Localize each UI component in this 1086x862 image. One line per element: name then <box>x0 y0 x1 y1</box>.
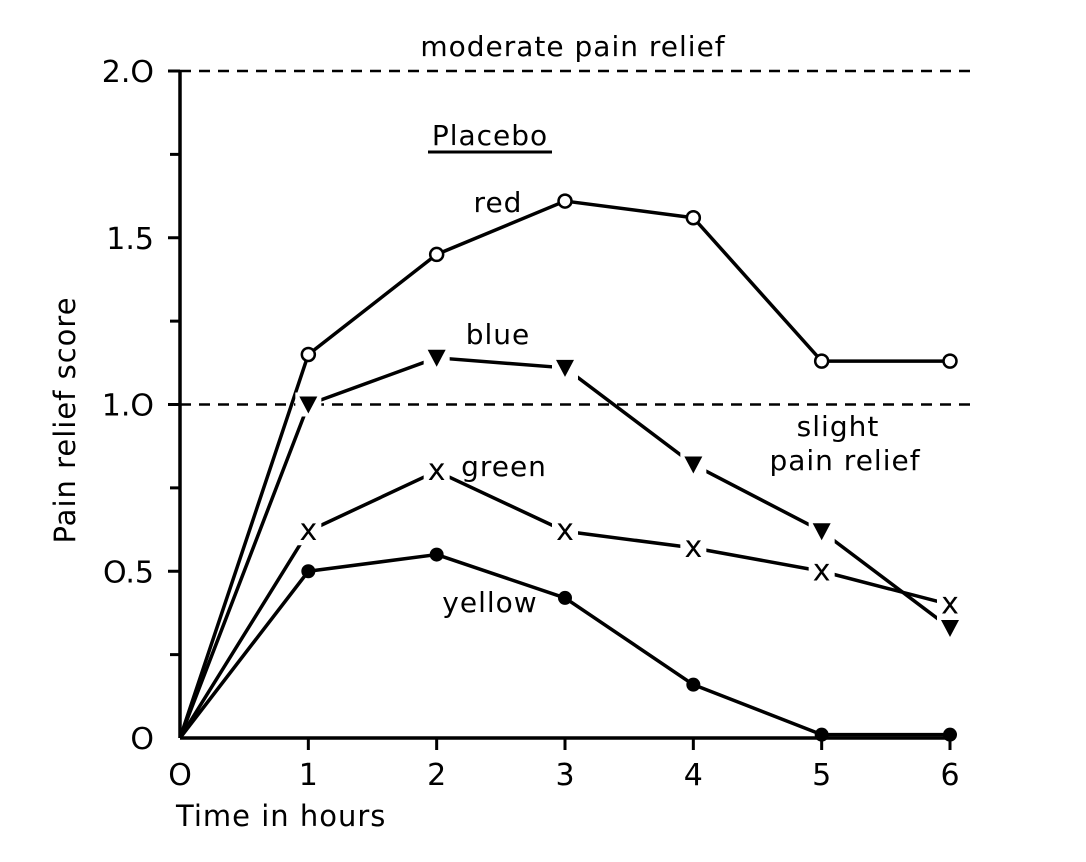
data-point-green: x <box>684 530 702 565</box>
series-label-green: green <box>461 450 547 483</box>
data-point-green: x <box>813 553 831 588</box>
reference-lines <box>180 69 975 406</box>
data-point-blue <box>299 396 318 414</box>
series-yellow <box>178 547 957 742</box>
data-point-blue <box>684 456 703 474</box>
y-axis-title: Pain relief score <box>48 296 82 543</box>
data-point-yellow <box>814 727 829 742</box>
data-point-yellow <box>686 677 701 692</box>
labels: moderate pain relief slight pain relief Tim… <box>48 30 920 833</box>
series-label-yellow: yellow <box>442 586 537 619</box>
x-tick-label: 5 <box>812 758 831 793</box>
data-point-green: x <box>299 513 317 548</box>
data-point-yellow <box>558 590 572 605</box>
x-tick-label: 2 <box>427 758 446 793</box>
series-green: x x x x x x <box>178 453 963 739</box>
axes: O O.5 1.O 1.5 2.O O 1 2 3 4 5 6 <box>102 55 960 793</box>
y-tick-label: O <box>130 722 154 757</box>
data-point-red <box>557 193 573 209</box>
data-point-blue <box>427 349 446 367</box>
data-point-green: x <box>941 587 959 622</box>
series-red <box>178 193 958 739</box>
series-label-blue: blue <box>466 318 531 351</box>
x-tick-label: 3 <box>555 758 574 793</box>
data-point-yellow <box>429 547 444 562</box>
data-point-blue <box>812 523 831 541</box>
y-tick-label: 2.O <box>102 55 154 90</box>
data-point-blue <box>556 359 574 377</box>
reference-label-slight: slight pain relief <box>769 410 920 477</box>
data-point-blue <box>941 619 959 637</box>
data-point-red <box>942 353 958 369</box>
data-point-yellow <box>943 727 957 742</box>
data-point-green: x <box>556 513 574 548</box>
series-layer: x x x x x x <box>178 193 963 742</box>
chart-title: Placebo <box>432 119 548 152</box>
series-blue <box>178 345 963 739</box>
series-label-red: red <box>474 186 523 219</box>
y-tick-label: O.5 <box>103 555 154 590</box>
x-tick-label: 1 <box>299 758 318 793</box>
data-point-backdrop <box>680 533 707 562</box>
data-point-backdrop <box>295 517 322 546</box>
x-tick-label: O <box>168 758 192 793</box>
x-axis-title: Time in hours <box>175 799 386 833</box>
y-tick-label: 1.O <box>102 389 154 424</box>
y-tick-label: 1.5 <box>106 222 154 257</box>
data-point-green: x <box>428 453 446 488</box>
x-tick-label: 4 <box>684 758 703 793</box>
data-point-red <box>300 346 317 363</box>
data-point-backdrop <box>552 517 578 546</box>
data-point-red <box>428 246 445 263</box>
reference-label-moderate: moderate pain relief <box>420 30 725 63</box>
x-tick-label: 6 <box>940 758 959 793</box>
data-point-red <box>685 209 702 226</box>
data-point-yellow <box>301 564 316 579</box>
data-point-backdrop <box>808 557 835 586</box>
data-point-backdrop <box>937 590 963 619</box>
data-point-backdrop <box>423 457 450 486</box>
data-point-red <box>813 353 830 369</box>
